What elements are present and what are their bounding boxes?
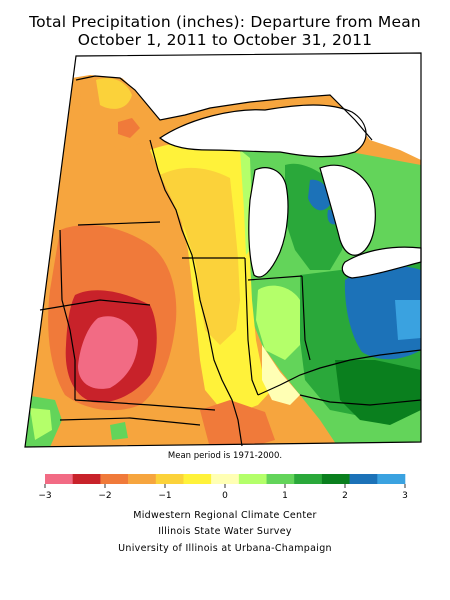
credit-uiuc: University of Illinois at Urbana-Champai… — [118, 543, 332, 554]
credit-mrcc: Midwestern Regional Climate Center — [133, 510, 317, 521]
state-boundaries — [39, 75, 422, 447]
legend-swatch-1 — [72, 474, 101, 484]
legend-tick-label-6: 3 — [402, 491, 408, 501]
kentucky-tennessee-border — [299, 394, 422, 406]
legend-swatch-9 — [294, 474, 323, 484]
zone-orange-south — [200, 400, 275, 447]
zone-gold-north-minnesota — [96, 78, 132, 109]
legend-swatch-3 — [128, 474, 157, 484]
mississippi-border-north — [149, 139, 197, 276]
canada-border — [75, 75, 373, 141]
legend-tick-label-0: −3 — [38, 491, 51, 501]
map-title: Total Precipitation (inches): Departure … — [29, 13, 421, 31]
legend-swatch-8 — [266, 474, 295, 484]
legend-tick-label-3: 0 — [222, 491, 228, 501]
legend-tick-label-4: 1 — [282, 491, 288, 501]
western-states-border — [59, 229, 76, 400]
legend-ticks: −3 −2 −1 0 1 2 3 — [38, 484, 408, 501]
map-date-range: October 1, 2011 to October 31, 2011 — [77, 31, 373, 49]
zone-blue-northern-michigan — [308, 179, 331, 211]
zone-red-orange-patch — [118, 118, 140, 138]
legend-swatch-4 — [155, 474, 184, 484]
zone-green-patch-arkansas — [110, 422, 128, 440]
lake-huron-outline — [319, 164, 376, 256]
legend-swatch-5 — [183, 474, 212, 484]
lake-erie-outline — [341, 246, 422, 279]
zone-gold-wisconsin — [160, 167, 240, 345]
legend-swatch-0 — [45, 474, 73, 484]
zone-pink-center — [78, 316, 138, 389]
lake-huron — [320, 165, 376, 256]
indiana-michigan-border — [247, 275, 303, 281]
zone-darkest-green-kentucky — [335, 360, 421, 425]
map-frame — [24, 52, 422, 448]
canada-blank-area — [25, 53, 421, 160]
missouri-arkansas-border — [74, 399, 216, 411]
mean-period-note: Mean period is 1971-2000. — [167, 451, 283, 461]
legend-swatches — [45, 474, 406, 484]
illinois-indiana-border — [244, 257, 259, 396]
lake-michigan-outline — [248, 167, 289, 278]
indiana-ohio-border — [301, 275, 311, 361]
legend-swatch-12 — [377, 474, 406, 484]
lake-superior — [160, 105, 367, 157]
legend-swatch-11 — [349, 474, 378, 484]
legend-swatch-7 — [238, 474, 267, 484]
lake-erie — [342, 247, 421, 278]
ohio-river-border — [257, 349, 422, 396]
credit-isws: Illinois State Water Survey — [158, 526, 292, 537]
legend-tick-label-2: −1 — [158, 491, 171, 501]
legend-tick-label-1: −2 — [98, 491, 111, 501]
color-legend: −3 −2 −1 0 1 2 3 — [38, 474, 408, 501]
zone-light-yellow — [262, 345, 300, 405]
lake-michigan — [248, 167, 288, 278]
zone-light-green-southwest — [30, 408, 52, 440]
legend-swatch-10 — [321, 474, 350, 484]
legend-tick-label-5: 2 — [342, 491, 348, 501]
minnesota-iowa-border — [77, 221, 161, 226]
lake-superior-outline — [158, 104, 367, 158]
arkansas-border — [59, 417, 201, 426]
legend-swatch-6 — [211, 474, 240, 484]
nebraska-kansas-border — [39, 299, 151, 311]
zone-light-blue-ohio — [395, 300, 421, 340]
zone-light-green-indiana — [256, 285, 300, 360]
mississippi-border-south — [195, 274, 243, 447]
legend-swatch-2 — [100, 474, 129, 484]
